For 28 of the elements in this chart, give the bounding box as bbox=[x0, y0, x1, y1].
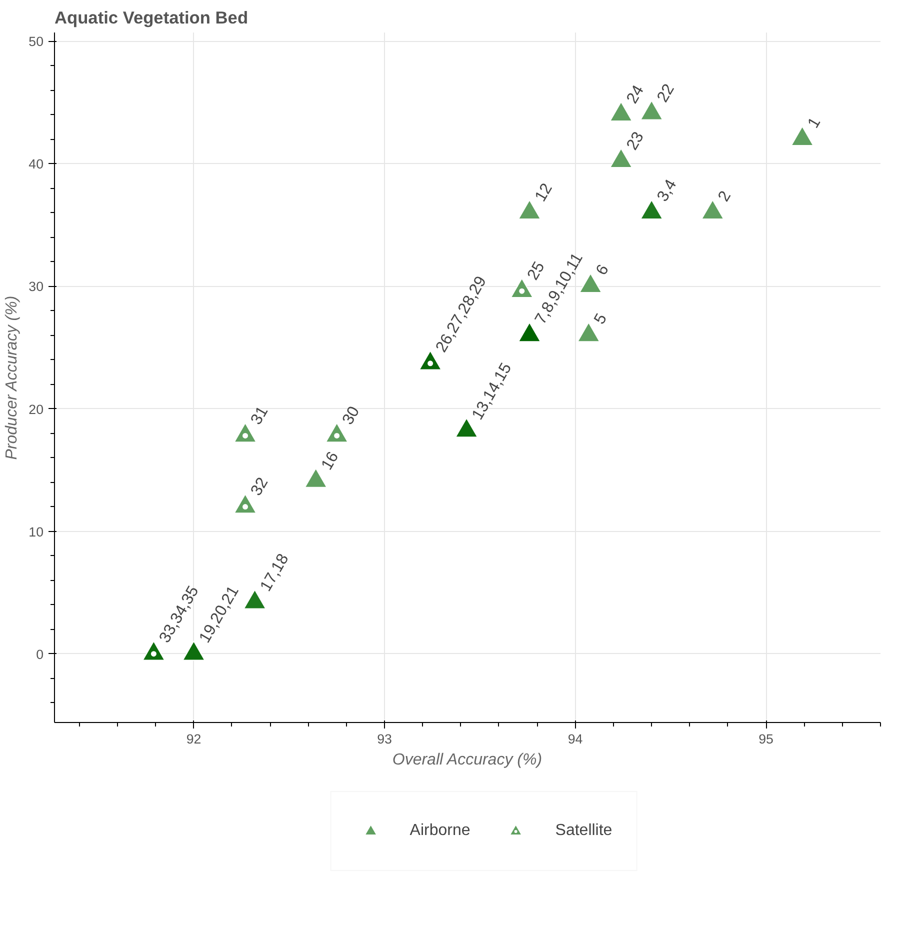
y-axis-title: Producer Accuracy (%) bbox=[4, 296, 21, 460]
annotation: 2 bbox=[715, 188, 735, 205]
y-tick-label: 30 bbox=[28, 279, 44, 294]
x-tick-label: 92 bbox=[186, 732, 202, 746]
annotation: 23 bbox=[624, 129, 648, 154]
annotation: 3,4 bbox=[654, 176, 680, 205]
annotation: 12 bbox=[532, 180, 556, 205]
annotation: 1 bbox=[805, 114, 824, 132]
y-tick-label: 20 bbox=[28, 402, 44, 417]
y-tick-label: 40 bbox=[28, 156, 44, 172]
annotation: 32 bbox=[248, 474, 272, 499]
x-tick-label: 93 bbox=[377, 732, 392, 746]
x-tick-label: 94 bbox=[568, 732, 584, 746]
annotation: 24 bbox=[624, 82, 648, 107]
y-tick-label: 0 bbox=[36, 646, 44, 662]
annotation: 6 bbox=[593, 262, 613, 278]
x-tick-label: 95 bbox=[758, 732, 774, 746]
annotation: 22 bbox=[654, 81, 678, 106]
annotation: 16 bbox=[318, 449, 342, 474]
legend-label: Satellite bbox=[555, 822, 612, 840]
annotation: 30 bbox=[340, 404, 364, 428]
annotation: 5 bbox=[591, 310, 611, 328]
annotation: 31 bbox=[248, 404, 272, 428]
legend-label: Airborne bbox=[410, 822, 470, 840]
y-tick-label: 50 bbox=[28, 34, 44, 50]
chart-title: Aquatic Vegetation Bed bbox=[54, 8, 248, 28]
x-axis-title: Overall Accuracy (%) bbox=[392, 752, 542, 768]
y-tick-label: 10 bbox=[28, 524, 44, 540]
